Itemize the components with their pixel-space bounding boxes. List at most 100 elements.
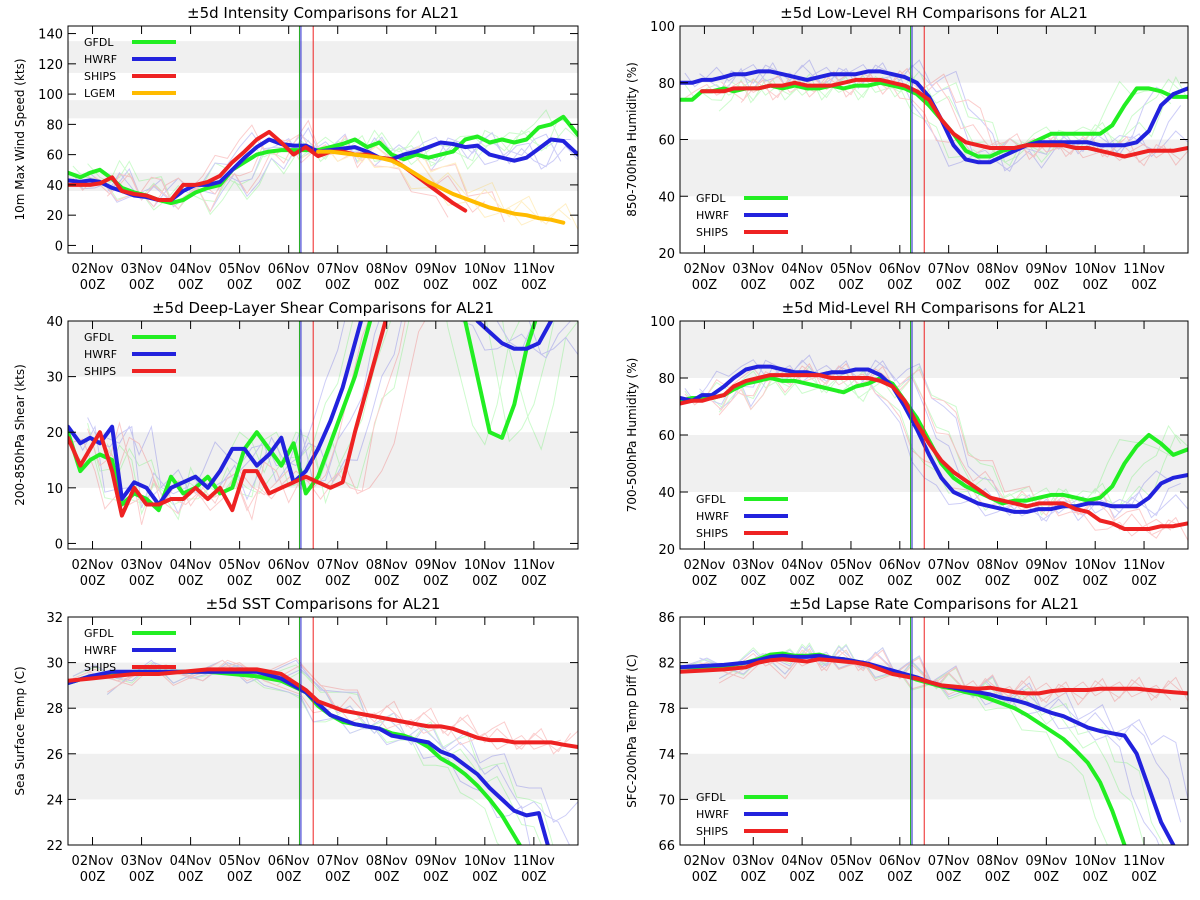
x-tick-label-hour: 00Z (521, 870, 547, 885)
y-tick-label: 80 (46, 118, 63, 133)
x-tick-label-hour: 00Z (692, 574, 718, 589)
x-tick-label-date: 05Nov (830, 262, 872, 277)
x-tick-label-hour: 00Z (1131, 870, 1157, 885)
x-tick-label-date: 09Nov (415, 262, 457, 277)
series-line-ships (68, 321, 388, 518)
series-line-ships (680, 373, 1188, 531)
legend-label-hwrf: HWRF (696, 510, 729, 523)
x-tick-label-hour: 00Z (1131, 574, 1157, 589)
y-tick-label: 40 (658, 486, 675, 501)
x-tick-label-hour: 00Z (838, 278, 864, 293)
x-tick-label-hour: 00Z (374, 574, 400, 589)
faint-track-gfdl-2 (106, 659, 554, 845)
x-tick-label-date: 11Nov (513, 262, 555, 277)
faint-track-gfdl-2 (106, 321, 578, 506)
x-tick-label-hour: 00Z (325, 278, 351, 293)
chart-panel-low_rh: 2040608010002Nov00Z03Nov00Z04Nov00Z05Nov… (625, 4, 1189, 293)
legend-label-gfdl: GFDL (84, 331, 114, 344)
x-tick-label-date: 06Nov (268, 854, 310, 869)
x-tick-label-date: 10Nov (1074, 262, 1116, 277)
x-tick-label-hour: 00Z (838, 870, 864, 885)
y-axis-label: 850-700hPa Humidity (%) (625, 62, 639, 217)
series-line-ships (680, 657, 1188, 696)
x-tick-label-date: 11Nov (1123, 262, 1165, 277)
x-tick-label-date: 10Nov (464, 558, 506, 573)
legend-label-gfdl: GFDL (696, 493, 726, 506)
chart-panel-lapse: 66707478828602Nov00Z03Nov00Z04Nov00Z05No… (625, 595, 1189, 885)
shaded-band-0 (68, 172, 578, 191)
series-line-gfdl (68, 321, 538, 513)
x-tick-label-hour: 00Z (521, 278, 547, 293)
y-tick-label: 0 (55, 537, 63, 552)
x-tick-label-hour: 00Z (1034, 574, 1060, 589)
series-line-lgem (316, 149, 566, 225)
x-tick-label-date: 10Nov (464, 854, 506, 869)
y-tick-label: 20 (46, 426, 63, 441)
x-tick-label-hour: 00Z (741, 870, 767, 885)
x-tick-label-date: 09Nov (1025, 558, 1067, 573)
x-tick-label-date: 07Nov (317, 854, 359, 869)
faint-track-hwrf-2 (718, 59, 1188, 172)
legend-label-hwrf: HWRF (696, 808, 729, 821)
y-tick-label: 60 (658, 134, 675, 149)
y-tick-label: 30 (46, 657, 63, 672)
x-tick-label-date: 09Nov (1025, 854, 1067, 869)
x-tick-label-date: 08Nov (366, 854, 408, 869)
legend-label-hwrf: HWRF (696, 209, 729, 222)
x-tick-label-hour: 00Z (129, 870, 155, 885)
x-tick-label-date: 04Nov (781, 854, 823, 869)
faint-track-hwrf-2 (106, 659, 578, 823)
series-group (68, 114, 578, 225)
x-tick-label-hour: 00Z (985, 574, 1011, 589)
x-tick-label-hour: 00Z (80, 574, 106, 589)
x-tick-label-hour: 00Z (985, 278, 1011, 293)
x-tick-label-date: 04Nov (170, 854, 212, 869)
x-tick-label-date: 09Nov (415, 558, 457, 573)
faint-track-gfdl-1 (87, 662, 542, 845)
x-tick-label-date: 02Nov (72, 854, 114, 869)
x-tick-label-hour: 00Z (472, 278, 498, 293)
x-tick-label-date: 02Nov (683, 262, 725, 277)
faint-track-gfdl-1 (699, 643, 1145, 845)
y-tick-label: 10 (46, 482, 63, 497)
x-tick-label-hour: 00Z (789, 278, 815, 293)
y-tick-label: 0 (55, 239, 63, 254)
series-group (68, 321, 554, 518)
x-tick-label-date: 05Nov (219, 262, 261, 277)
x-tick-label-date: 07Nov (317, 262, 359, 277)
legend-label-lgem: LGEM (84, 87, 115, 100)
faint-track-gfdl-1 (87, 117, 571, 210)
y-tick-label: 20 (46, 209, 63, 224)
x-tick-label-hour: 00Z (374, 278, 400, 293)
chart-panel-shear: 01020304002Nov00Z03Nov00Z04Nov00Z05Nov00… (13, 299, 579, 589)
x-tick-label-date: 06Nov (879, 558, 921, 573)
x-tick-label-date: 06Nov (879, 854, 921, 869)
chart-panel-mid_rh: 2040608010002Nov00Z03Nov00Z04Nov00Z05Nov… (625, 299, 1189, 589)
x-tick-label-date: 05Nov (219, 558, 261, 573)
x-tick-label-hour: 00Z (129, 574, 155, 589)
x-tick-label-hour: 00Z (178, 574, 204, 589)
y-tick-label: 100 (650, 315, 675, 330)
x-tick-label-hour: 00Z (741, 278, 767, 293)
y-axis-label: SFC-200hPa Temp Diff (C) (625, 654, 639, 808)
legend-label-ships: SHIPS (696, 527, 728, 540)
y-tick-label: 22 (46, 839, 63, 854)
legend-label-hwrf: HWRF (84, 644, 117, 657)
faint-track-hwrf-0 (72, 664, 531, 845)
x-tick-label-hour: 00Z (80, 278, 106, 293)
x-tick-label-date: 07Nov (317, 558, 359, 573)
x-tick-label-hour: 00Z (887, 870, 913, 885)
faint-track-ships-1 (721, 70, 1181, 167)
shaded-band-1 (680, 321, 1188, 378)
y-tick-label: 30 (46, 371, 63, 386)
x-tick-label-date: 10Nov (464, 262, 506, 277)
y-tick-label: 28 (46, 702, 63, 717)
legend-label-gfdl: GFDL (84, 36, 114, 49)
x-tick-label-date: 10Nov (1074, 558, 1116, 573)
series-group (680, 69, 1188, 165)
x-tick-label-hour: 00Z (1131, 278, 1157, 293)
legend-label-ships: SHIPS (84, 365, 116, 378)
x-tick-label-date: 07Nov (928, 262, 970, 277)
x-tick-label-hour: 00Z (423, 870, 449, 885)
